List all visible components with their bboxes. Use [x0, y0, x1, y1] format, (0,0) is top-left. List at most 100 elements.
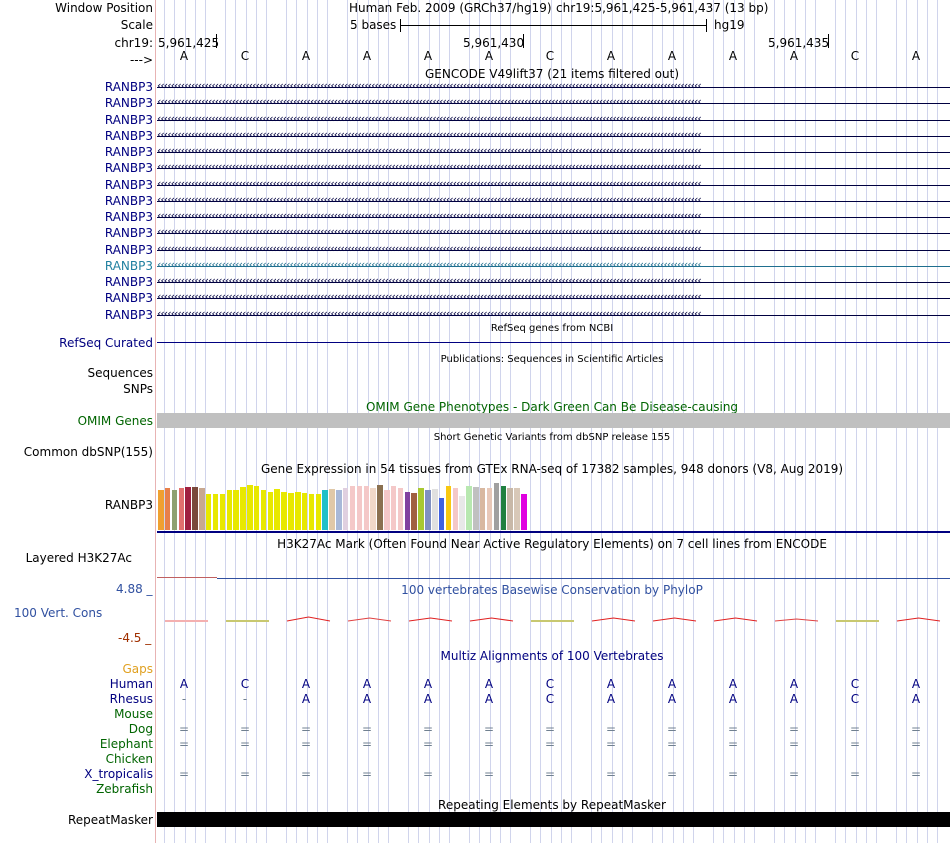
- gencode-transcript-line[interactable]: [157, 184, 950, 186]
- gtex-tissue-bar[interactable]: [411, 493, 417, 530]
- gtex-tissue-bar[interactable]: [377, 485, 383, 530]
- gtex-tissue-bar[interactable]: [452, 488, 459, 530]
- gencode-transcript-line[interactable]: [157, 282, 950, 283]
- gtex-tissue-bar[interactable]: [514, 488, 520, 530]
- gencode-transcript-line[interactable]: [157, 249, 950, 251]
- gencode-transcript-label[interactable]: RANBP3: [104, 226, 153, 241]
- gencode-transcript-line[interactable]: [157, 87, 950, 88]
- gtex-tissue-bar[interactable]: [158, 490, 164, 530]
- publications-track-title[interactable]: Publications: Sequences in Scientific Ar…: [440, 354, 664, 365]
- gtex-tissue-bar[interactable]: [288, 493, 294, 530]
- phylop-track-label[interactable]: 100 Vert. Cons: [14, 606, 103, 620]
- refseq-track-title[interactable]: RefSeq genes from NCBI: [490, 323, 614, 334]
- multiz-species-label[interactable]: Chicken: [105, 752, 153, 766]
- gtex-tissue-bar[interactable]: [240, 487, 246, 530]
- gtex-tissue-bar[interactable]: [370, 488, 376, 530]
- gencode-transcript-label[interactable]: RANBP3: [104, 96, 153, 111]
- multiz-species-label[interactable]: Human: [109, 677, 153, 691]
- gtex-tissue-bar[interactable]: [247, 485, 253, 530]
- gtex-tissue-bar[interactable]: [315, 494, 322, 530]
- strand-arrow-label[interactable]: --->: [129, 53, 153, 67]
- gtex-tissue-bar[interactable]: [322, 490, 328, 530]
- repeatmasker-track-title[interactable]: Repeating Elements by RepeatMasker: [438, 798, 666, 812]
- h3k27ac-track-title[interactable]: H3K27Ac Mark (Often Found Near Active Re…: [277, 537, 827, 551]
- gencode-transcript-line[interactable]: [157, 168, 950, 170]
- gencode-transcript-label[interactable]: RANBP3: [104, 128, 153, 143]
- phylop-track-title[interactable]: 100 vertebrates Basewise Conservation by…: [401, 583, 703, 597]
- gtex-tissue-bar[interactable]: [329, 489, 335, 530]
- gtex-tissue-bar[interactable]: [336, 490, 342, 530]
- gencode-transcript-label[interactable]: RANBP3: [104, 145, 153, 159]
- gencode-transcript-label[interactable]: RANBP3: [104, 258, 153, 273]
- gtex-tissue-bar[interactable]: [274, 489, 280, 530]
- gencode-transcript-line[interactable]: [157, 298, 950, 300]
- omim-track-title[interactable]: OMIM Gene Phenotypes - Dark Green Can Be…: [365, 400, 739, 414]
- gtex-track-title[interactable]: Gene Expression in 54 tissues from GTEx …: [260, 462, 844, 476]
- multiz-track-title[interactable]: Multiz Alignments of 100 Vertebrates: [440, 649, 664, 663]
- gencode-transcript-line[interactable]: [157, 265, 950, 267]
- gtex-tissue-bar[interactable]: [219, 494, 226, 530]
- gtex-tissue-bar[interactable]: [507, 488, 513, 530]
- gtex-tissue-bar[interactable]: [521, 494, 527, 530]
- dbsnp-track-label[interactable]: Common dbSNP(155): [23, 445, 153, 459]
- gencode-transcript-line[interactable]: [157, 314, 950, 316]
- gtex-tissue-bar[interactable]: [390, 486, 397, 530]
- gencode-transcript-line[interactable]: [157, 119, 950, 121]
- multiz-species-label[interactable]: Rhesus: [109, 692, 153, 706]
- gtex-tissue-bar[interactable]: [384, 490, 390, 530]
- multiz-species-label[interactable]: X_tropicalis: [84, 767, 153, 781]
- multiz-species-label[interactable]: Zebrafish: [96, 782, 153, 796]
- gencode-transcript-line[interactable]: [157, 200, 950, 202]
- gtex-tissue-bar[interactable]: [192, 487, 198, 530]
- gtex-tissue-bar[interactable]: [233, 490, 239, 530]
- publications-snps-label[interactable]: SNPs: [123, 382, 153, 396]
- gtex-track-label[interactable]: RANBP3: [104, 498, 153, 512]
- gencode-transcript-line[interactable]: [157, 135, 950, 137]
- gtex-tissue-bar[interactable]: [363, 486, 369, 530]
- gtex-tissue-bar[interactable]: [342, 488, 349, 530]
- gtex-tissue-bar[interactable]: [466, 486, 472, 530]
- gtex-tissue-bar[interactable]: [459, 496, 465, 530]
- gencode-transcript-line[interactable]: [157, 152, 950, 153]
- gtex-tissue-bar[interactable]: [199, 488, 205, 530]
- gtex-tissue-bar[interactable]: [178, 488, 185, 530]
- gencode-transcript-label[interactable]: RANBP3: [104, 275, 153, 289]
- omim-track-label[interactable]: OMIM Genes: [77, 414, 153, 428]
- refseq-track-label[interactable]: RefSeq Curated: [59, 336, 153, 350]
- gtex-tissue-bar[interactable]: [295, 492, 301, 530]
- gtex-tissue-bar[interactable]: [397, 488, 404, 530]
- repeatmasker-track-label[interactable]: RepeatMasker: [67, 813, 153, 827]
- repeatmasker-block[interactable]: [157, 812, 950, 827]
- gtex-tissue-bar[interactable]: [473, 487, 479, 530]
- multiz-species-label[interactable]: Elephant: [99, 737, 153, 751]
- multiz-species-label[interactable]: Mouse: [114, 707, 153, 721]
- gtex-tissue-bar[interactable]: [418, 488, 424, 530]
- multiz-species-label[interactable]: Gaps: [122, 662, 153, 676]
- gtex-tissue-bar[interactable]: [226, 490, 232, 530]
- gtex-tissue-bar[interactable]: [164, 488, 171, 530]
- gencode-transcript-label[interactable]: RANBP3: [104, 242, 153, 257]
- gtex-tissue-bar[interactable]: [185, 487, 191, 530]
- gtex-tissue-bar[interactable]: [301, 493, 308, 530]
- gtex-tissue-bar[interactable]: [308, 494, 315, 530]
- gencode-transcript-label[interactable]: RANBP3: [104, 177, 153, 192]
- gtex-tissue-bar[interactable]: [438, 498, 445, 530]
- gencode-transcript-line[interactable]: [157, 103, 950, 105]
- gtex-tissue-bar[interactable]: [205, 494, 212, 530]
- gencode-transcript-label[interactable]: RANBP3: [104, 291, 153, 306]
- gtex-tissue-bar[interactable]: [404, 492, 411, 530]
- gtex-tissue-bar[interactable]: [171, 490, 178, 530]
- dbsnp-track-title[interactable]: Short Genetic Variants from dbSNP releas…: [433, 432, 671, 443]
- refseq-gene-line[interactable]: [157, 342, 950, 343]
- gencode-transcript-label[interactable]: RANBP3: [104, 80, 153, 94]
- gtex-tissue-bar[interactable]: [486, 488, 493, 530]
- gtex-tissue-bar[interactable]: [445, 486, 452, 530]
- publications-sequences-label[interactable]: Sequences: [87, 366, 153, 380]
- gtex-tissue-bar[interactable]: [493, 483, 500, 530]
- multiz-species-label[interactable]: Dog: [128, 722, 153, 736]
- gtex-tissue-bar[interactable]: [500, 486, 506, 530]
- gencode-track-title[interactable]: GENCODE V49lift37 (21 items filtered out…: [424, 67, 680, 81]
- gtex-tissue-bar[interactable]: [281, 492, 287, 530]
- gtex-tissue-bar[interactable]: [432, 489, 438, 530]
- gtex-tissue-bar[interactable]: [260, 490, 267, 530]
